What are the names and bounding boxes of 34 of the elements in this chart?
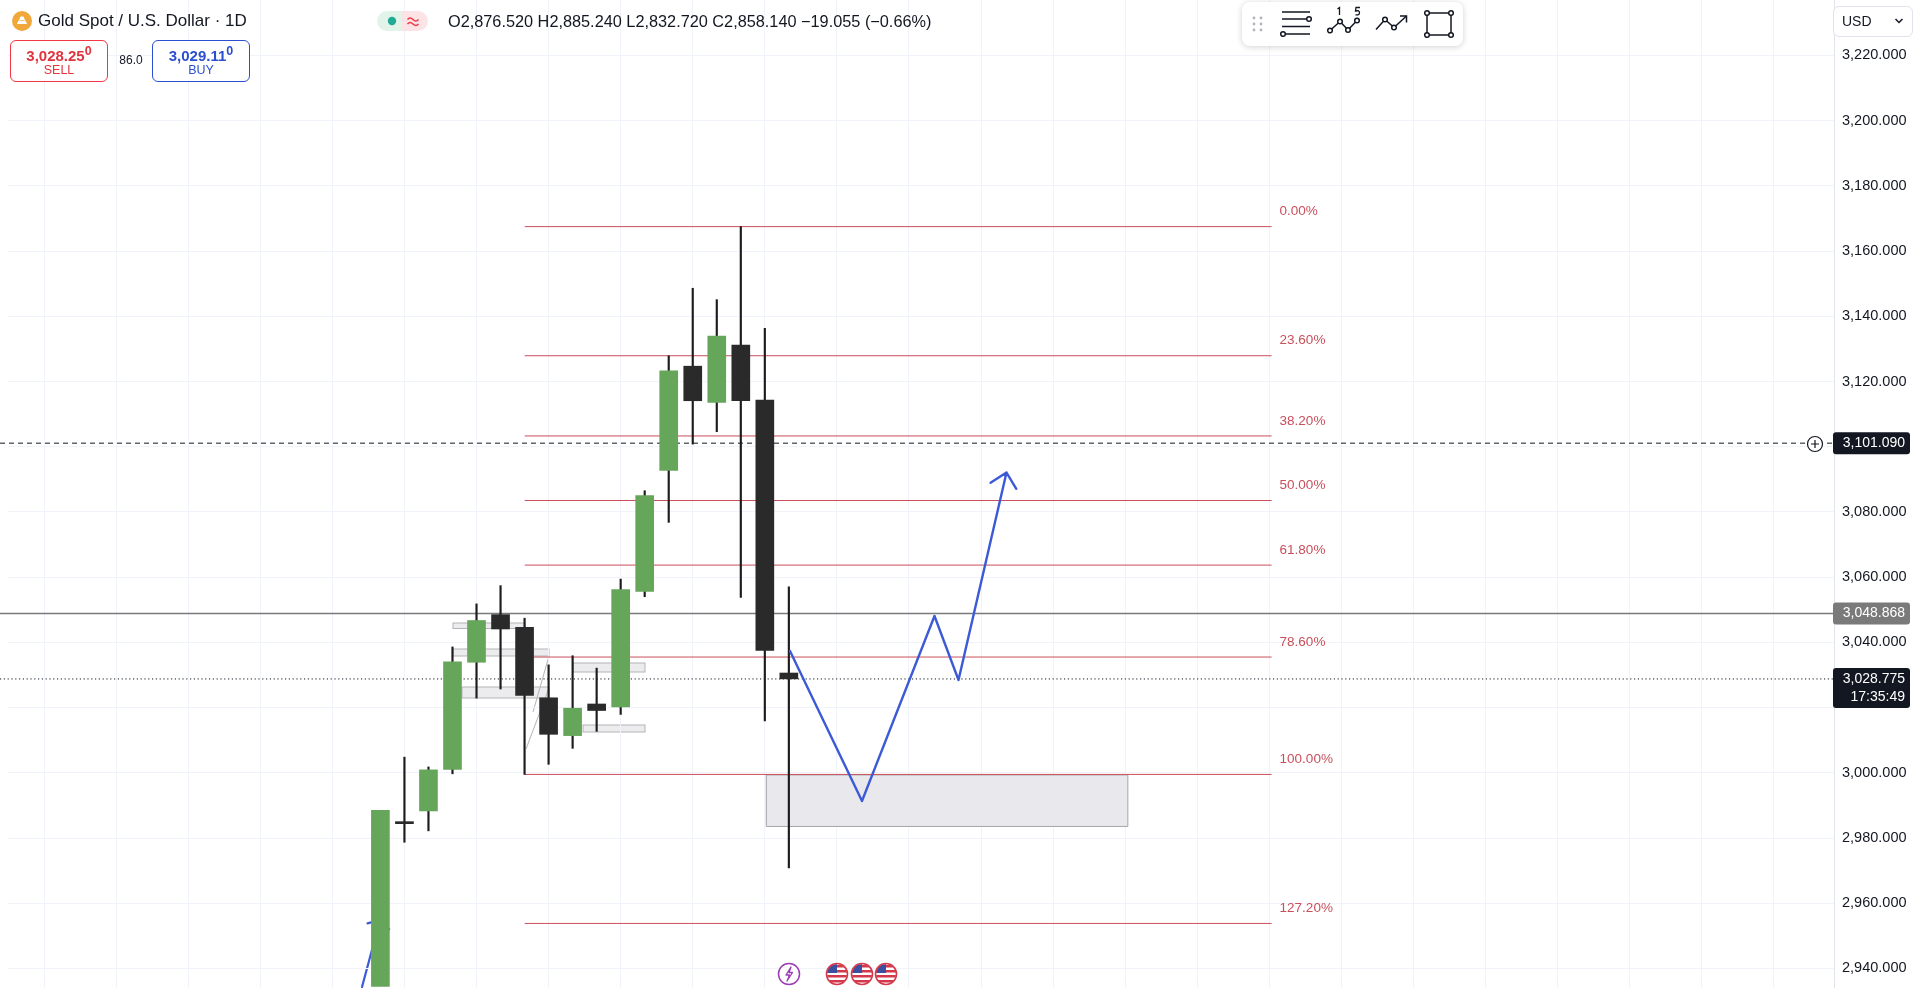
annotation: SELL: [43, 63, 75, 78]
text: USD: [1842, 13, 1872, 30]
y-tick-label: 3,040.000: [1842, 633, 1907, 650]
y-tick-label: 2,980.000: [1842, 829, 1907, 846]
annotation: 38.20%: [1279, 412, 1326, 428]
annotation: 78.60%: [1279, 633, 1326, 649]
y-tick-label: 3,000.000: [1842, 763, 1907, 780]
annotation: 100.00%: [1279, 751, 1333, 767]
y-tick-label: 3,080.000: [1842, 502, 1907, 519]
annotation: 23.60%: [1279, 332, 1326, 348]
ref-line-label: 3,048.868: [1842, 604, 1906, 621]
y-tick-label: 3,180.000: [1842, 176, 1907, 193]
text: Gold Spot / U.S. Dollar · 1D: [38, 10, 247, 32]
y-tick-label: 3,120.000: [1842, 372, 1907, 389]
annotation: 50.00%: [1279, 477, 1326, 493]
y-tick-label: 3,220.000: [1842, 46, 1907, 63]
y-tick-label: 2,940.000: [1842, 959, 1907, 976]
ref-line-label: 3,101.090: [1842, 434, 1906, 451]
candlestick: [371, 809, 390, 987]
y-tick-label: 3,160.000: [1842, 242, 1907, 259]
y-tick-label: 3,060.000: [1842, 568, 1907, 585]
annotation: 3,029.11$^{0}$: [167, 43, 235, 65]
annotation: 127.20%: [1279, 900, 1333, 916]
y-tick-label: 2,960.000: [1842, 894, 1907, 911]
y-tick-label: 3,200.000: [1842, 111, 1907, 128]
candlestick: [395, 756, 414, 843]
annotation: 3,028.25$^{0}$: [25, 43, 93, 65]
annotation: 86.0: [118, 52, 144, 68]
annotation: 61.80%: [1279, 541, 1326, 557]
ref-line-label: 3,028.775 17:35:49: [1842, 669, 1906, 704]
y-tick-label: 3,140.000: [1842, 307, 1907, 324]
text: O2,876.520 H2,885.240 L2,832.720 C2,858.140 −19.055 (−0.66%): [448, 11, 932, 31]
annotation: 0.00%: [1279, 203, 1318, 219]
annotation: BUY: [188, 63, 214, 78]
